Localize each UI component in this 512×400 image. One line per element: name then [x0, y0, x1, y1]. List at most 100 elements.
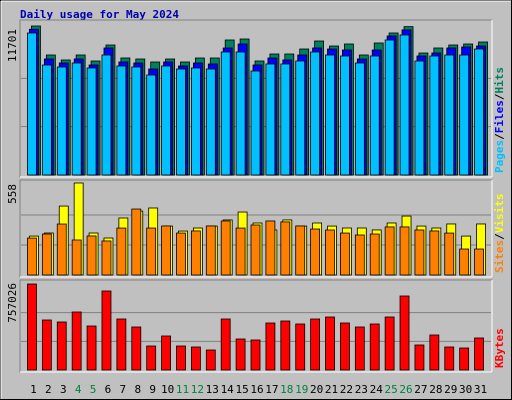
bar: [369, 55, 380, 176]
bar: [295, 323, 306, 371]
bar: [265, 220, 276, 276]
bar: [161, 335, 171, 371]
bar: [295, 60, 306, 176]
bar: [116, 227, 127, 276]
bar: [56, 223, 67, 276]
bar: [146, 227, 157, 276]
x-tick-label: 30: [459, 383, 472, 396]
bar: [310, 51, 321, 176]
bar: [220, 318, 231, 371]
bar: [176, 232, 186, 276]
x-tick-label: 21: [325, 383, 338, 396]
bar: [116, 318, 127, 371]
bar: [474, 337, 484, 371]
bar: [146, 74, 157, 176]
x-tick-label: 11: [176, 383, 189, 396]
bar: [71, 311, 82, 371]
bar: [310, 318, 321, 371]
bar: [474, 48, 484, 176]
bar: [459, 347, 470, 371]
bar: [354, 62, 365, 176]
bar: [190, 230, 201, 276]
bar: [86, 67, 97, 176]
bar: [414, 344, 425, 371]
bar: [280, 63, 291, 176]
bar: [71, 62, 82, 176]
bar: [131, 208, 142, 276]
chart-title: Daily usage for May 2024: [20, 8, 179, 21]
bar: [325, 316, 335, 371]
bar: [101, 240, 112, 276]
bar: [71, 239, 82, 276]
bar: [235, 51, 246, 176]
x-tick-label: 4: [75, 383, 82, 396]
x-tick-label: 19: [295, 383, 308, 396]
x-tick-label: 14: [221, 383, 235, 396]
bar: [101, 290, 112, 371]
bar: [235, 338, 246, 371]
legend-separator: /: [493, 133, 506, 140]
x-tick-label: 16: [250, 383, 263, 396]
bar: [41, 64, 52, 176]
bar: [250, 70, 261, 176]
x-tick-label: 1: [30, 383, 37, 396]
bar: [176, 68, 186, 176]
x-tick-label: 3: [60, 383, 67, 396]
bar: [265, 322, 276, 371]
bar: [265, 63, 276, 176]
bar: [429, 230, 440, 276]
x-tick-label: 25: [385, 383, 398, 396]
bar: [429, 334, 440, 371]
bar: [220, 51, 231, 176]
bar: [86, 235, 97, 276]
bar: [384, 316, 395, 371]
x-tick-label: 8: [134, 383, 141, 396]
bar: [414, 229, 425, 276]
bar: [27, 283, 37, 371]
bar: [340, 55, 350, 176]
bar: [205, 68, 216, 176]
x-tick-label: 29: [444, 383, 457, 396]
x-tick-label: 28: [429, 383, 442, 396]
bar: [384, 39, 395, 176]
bar: [250, 339, 261, 371]
x-tick-label: 17: [265, 383, 278, 396]
bar: [27, 237, 37, 276]
legend-entry: Visits: [493, 194, 506, 234]
bar: [295, 225, 306, 276]
bar: [250, 224, 261, 276]
y-tick-label: 558: [6, 184, 19, 204]
x-tick-label: 18: [280, 383, 293, 396]
legend-entry: Pages: [493, 140, 506, 173]
x-tick-label: 7: [120, 383, 127, 396]
x-tick-label: 12: [191, 383, 204, 396]
bar: [444, 54, 455, 176]
legend: KBytes: [493, 328, 506, 368]
bar: [56, 321, 67, 371]
y-tick-label: 11701: [6, 29, 19, 62]
legend-separator: /: [493, 233, 506, 240]
legend-entry: Files: [493, 100, 506, 133]
bar: [399, 226, 410, 276]
bar: [429, 55, 440, 176]
bar: [176, 345, 186, 371]
legend: Pages/Files/Hits: [493, 67, 506, 173]
bar: [444, 232, 455, 276]
bar: [116, 65, 127, 176]
x-tick-label: 27: [414, 383, 427, 396]
x-tick-label: 31: [474, 383, 487, 396]
bar: [414, 60, 425, 176]
bar: [340, 232, 350, 276]
bar: [86, 325, 97, 371]
bar: [399, 295, 410, 371]
x-tick-label: 10: [161, 383, 174, 396]
bar: [131, 326, 142, 371]
bar: [280, 320, 291, 371]
bar: [190, 346, 201, 371]
bar: [474, 248, 484, 276]
bar: [459, 248, 470, 276]
bar: [325, 54, 335, 176]
x-tick-label: 23: [355, 383, 368, 396]
bar: [310, 228, 321, 276]
x-tick-label: 20: [310, 383, 323, 396]
